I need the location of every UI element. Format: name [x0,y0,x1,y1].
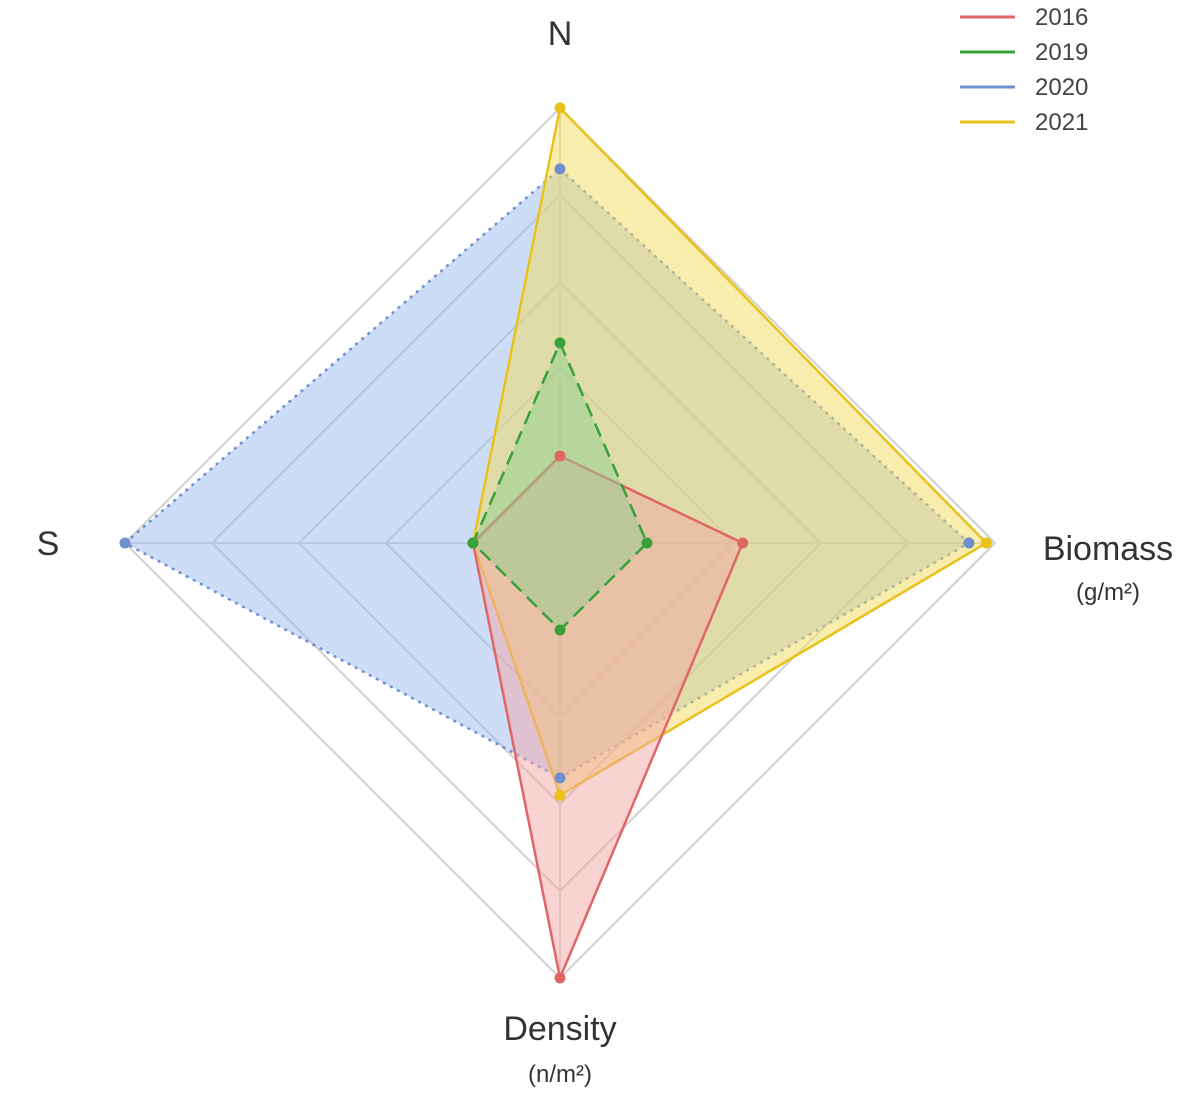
series-point-2019-3 [467,537,479,549]
legend: 2016 2019 2020 2021 [960,4,1088,136]
series-point-2016-1 [737,537,749,549]
axis-label-s: S [37,525,60,563]
series-point-2021-1 [980,537,992,549]
series-point-2019-0 [554,337,566,349]
radar-markers [119,102,992,984]
series-point-2020-0 [554,163,566,175]
legend-label-2020: 2020 [1035,74,1088,101]
series-point-2019-1 [641,537,653,549]
axis-label-biomass: Biomass [1043,530,1173,568]
series-point-2016-2 [554,972,566,984]
axis-unit-density: (n/m²) [528,1061,592,1088]
series-point-2021-2 [554,789,566,801]
axis-label-n: N [548,15,573,53]
series-point-2020-3 [119,537,131,549]
axis-label-density: Density [503,1010,616,1048]
series-point-2020-1 [963,537,975,549]
axis-unit-biomass: (g/m²) [1076,579,1140,606]
series-point-2020-2 [554,772,566,784]
series-point-2019-2 [554,624,566,636]
legend-label-2021: 2021 [1035,109,1088,136]
series-point-2021-0 [554,102,566,114]
legend-label-2016: 2016 [1035,4,1088,31]
series-point-2016-0 [554,450,566,462]
legend-label-2019: 2019 [1035,39,1088,66]
radar-series [122,105,989,983]
